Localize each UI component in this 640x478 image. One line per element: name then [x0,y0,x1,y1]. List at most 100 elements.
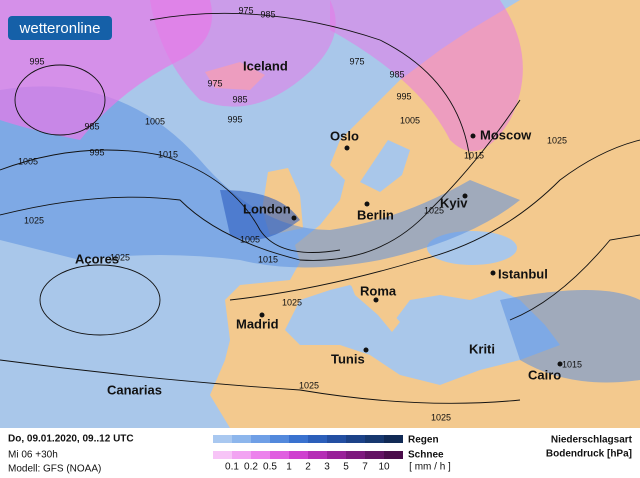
snow-swatch [251,451,270,459]
snow-label: Schnee [408,450,444,461]
snow-swatch [384,451,403,459]
run: Mi 06 +30h [8,450,58,461]
scale-label: 0.2 [244,462,258,473]
snow-swatch [270,451,289,459]
city-label: Cairo [528,367,561,382]
rain-east [500,290,640,383]
city-label: Kriti [469,341,495,356]
scale-label: 0.1 [225,462,239,473]
isobar-label: 1015 [158,149,178,159]
snow-swatch [346,451,365,459]
isobar-line [509,234,640,321]
isobar-label: 975 [349,56,364,66]
isobar-label: 1025 [424,205,444,215]
scale-label: 10 [378,462,390,473]
isobar-line [149,12,471,161]
rain-swatch [346,435,365,443]
rain-swatch [384,435,403,443]
city-label: Açores [75,251,119,266]
dynamic-layer: 975 9859959759859759859951005985995100510… [8,5,633,474]
city-label: Iceland [243,58,288,73]
isobar-label: 1015 [464,150,484,160]
isobar-line [0,149,341,253]
snow-n [150,0,336,107]
city-dot [363,347,369,353]
logo: wetteronline [19,20,101,37]
snow-swatch [365,451,384,459]
isobar-line [0,99,521,261]
rain-swatch [308,435,327,443]
snow-swatch [232,451,251,459]
isobar-label: 1025 [282,297,302,307]
city-dot [470,133,476,139]
city-label: Moscow [480,127,532,142]
isobar-label: 985 [260,9,275,19]
baltic [360,140,410,192]
isobar-label: 1025 [110,252,130,262]
isobar-label: 985 [84,121,99,131]
isobar-line [39,264,161,336]
isobar-label: 1015 [562,359,582,369]
snow-ne [330,0,523,152]
city-dot [373,297,379,303]
isobar-label: 1025 [431,412,451,422]
city-label: Tunis [331,351,365,366]
scale-label: 7 [362,462,368,473]
snow-swatch [289,451,308,459]
model: Modell: GFS (NOAA) [8,464,101,475]
scale-label: 3 [324,462,330,473]
isobar-label: 995 [227,114,242,124]
type-label: Niederschlagsart [551,435,633,446]
black-sea [427,231,517,265]
isobar-label: 1025 [299,380,319,390]
city-dot [462,193,468,199]
rain-band [0,86,520,268]
isobar-line [0,359,521,404]
rain-swatch [213,435,232,443]
city-label: London [243,201,291,216]
rain-swatch [289,435,308,443]
snow-swatch [308,451,327,459]
city-dot [344,145,350,151]
isobar-label: 1005 [145,116,165,126]
isobar-label: 995 [89,147,104,157]
isobar-label: 995 [396,91,411,101]
city-dot [557,361,563,367]
scale-label: 2 [305,462,311,473]
city-dot [364,201,370,207]
unit: [ mm / h ] [409,462,451,473]
city-label: Oslo [330,128,359,143]
rain-swatch [251,435,270,443]
city-label: Madrid [236,316,279,331]
city-label: Istanbul [498,266,548,281]
snow-swatch [327,451,346,459]
city-label: Kyiv [440,195,468,210]
city-label: Canarias [107,382,162,397]
isobar-label: 1005 [18,156,38,166]
isobar-label: 975 [207,78,222,88]
scale-label: 1 [286,462,292,473]
pressure-label: Bodendruck [hPa] [546,449,632,460]
rain-swatch [327,435,346,443]
date: Do, 09.01.2020, 09..12 UTC [8,434,134,445]
city-dot [259,312,265,318]
rain-label: Regen [408,435,439,446]
scale-label: 5 [343,462,349,473]
isobar-label: 1005 [400,115,420,125]
city-dot [490,270,496,276]
city-dot [291,215,297,221]
isobar-label: 1025 [24,215,44,225]
snow-swatch [213,451,232,459]
isobar-label: 985 [232,94,247,104]
city-label: Roma [360,283,397,298]
isobar-line [14,64,106,136]
isobars [0,12,640,404]
rain-swatch [232,435,251,443]
rain-swatch [270,435,289,443]
city-label: Berlin [357,207,394,222]
isobar-label: 985 [389,69,404,79]
mediterranean [285,285,560,385]
isobar-label: 975 [238,5,253,15]
italy [350,282,400,332]
